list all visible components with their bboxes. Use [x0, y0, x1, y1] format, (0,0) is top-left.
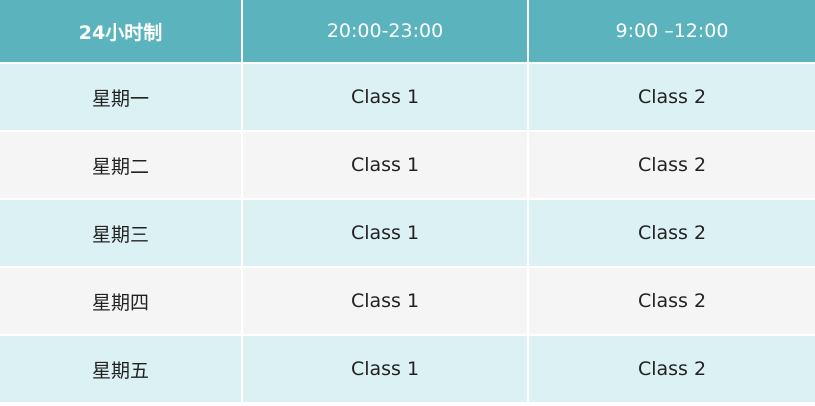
header-cell-format: 24小时制: [0, 0, 243, 64]
table-row: 星期三 Class 1 Class 2: [0, 198, 815, 268]
table-row: 星期五 Class 1 Class 2: [0, 334, 815, 404]
class-cell: Class 2: [527, 62, 815, 132]
header-cell-morning: 9:00 –12:00: [527, 0, 815, 64]
day-cell: 星期二: [0, 130, 243, 200]
class-cell: Class 1: [241, 334, 529, 404]
table-row: 星期一 Class 1 Class 2: [0, 62, 815, 132]
class-cell: Class 2: [527, 198, 815, 268]
table-row: 星期二 Class 1 Class 2: [0, 130, 815, 200]
day-cell: 星期三: [0, 198, 243, 268]
class-cell: Class 1: [241, 62, 529, 132]
table-row: 星期四 Class 1 Class 2: [0, 266, 815, 336]
day-cell: 星期五: [0, 334, 243, 404]
class-cell: Class 2: [527, 130, 815, 200]
day-cell: 星期一: [0, 62, 243, 132]
class-cell: Class 2: [527, 334, 815, 404]
header-cell-evening: 20:00-23:00: [241, 0, 529, 64]
class-cell: Class 2: [527, 266, 815, 336]
header-row: 24小时制 20:00-23:00 9:00 –12:00: [0, 0, 815, 64]
class-cell: Class 1: [241, 130, 529, 200]
class-cell: Class 1: [241, 198, 529, 268]
class-cell: Class 1: [241, 266, 529, 336]
day-cell: 星期四: [0, 266, 243, 336]
